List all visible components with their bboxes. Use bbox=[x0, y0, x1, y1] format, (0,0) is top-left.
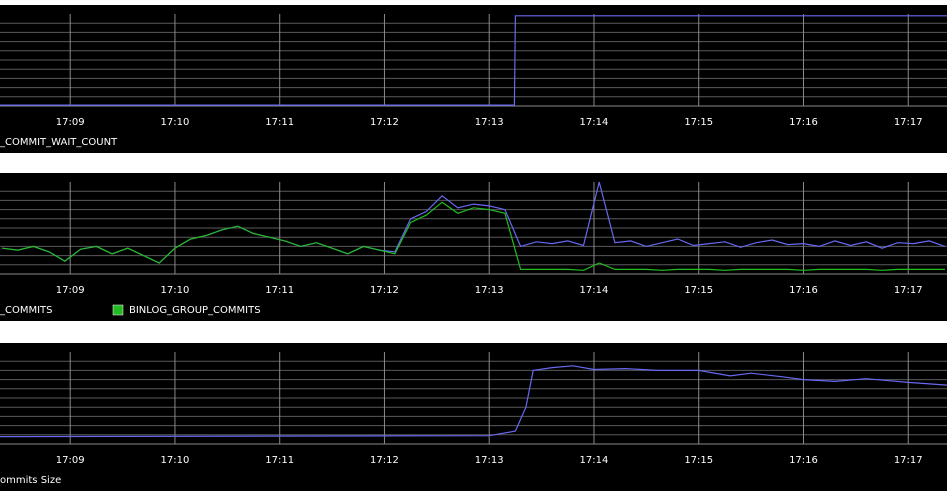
x-tick-label: 17:17 bbox=[894, 117, 923, 128]
x-tick-label: 17:15 bbox=[684, 285, 713, 296]
x-tick-label: 17:17 bbox=[894, 285, 923, 296]
x-tick-label: 17:09 bbox=[56, 455, 85, 466]
x-tick-label: 17:11 bbox=[265, 117, 294, 128]
panel: 17:09 17:10 17:11 17:12 17:13 17:14 17:15 17:16… bbox=[0, 5, 947, 153]
panel-background bbox=[0, 343, 947, 491]
legend-marker bbox=[112, 304, 124, 316]
series-line bbox=[0, 15, 947, 106]
x-tick-label: 17:10 bbox=[161, 455, 190, 466]
x-tick-label: 17:14 bbox=[580, 117, 609, 128]
x-tick-label: 17:13 bbox=[475, 455, 504, 466]
x-tick-label: 17:12 bbox=[370, 285, 399, 296]
x-tick-label: 17:15 bbox=[684, 455, 713, 466]
x-tick-label: 17:15 bbox=[684, 117, 713, 128]
x-tick-label: 17:11 bbox=[265, 455, 294, 466]
panel-background bbox=[0, 173, 947, 321]
x-tick-label: 17:12 bbox=[370, 455, 399, 466]
x-tick-label: 17:14 bbox=[580, 455, 609, 466]
legend-label: _COMMIT_WAIT_COUNT bbox=[0, 137, 118, 148]
x-tick-label: 17:09 bbox=[56, 117, 85, 128]
panel-background bbox=[0, 5, 947, 153]
series-line bbox=[0, 365, 947, 438]
x-tick-label: 17:10 bbox=[161, 285, 190, 296]
x-tick-label: 17:10 bbox=[161, 117, 190, 128]
legend-label: BINLOG_GROUP_COMMITS bbox=[129, 305, 261, 316]
x-tick-label: 17:17 bbox=[894, 455, 923, 466]
x-tick-label: 17:16 bbox=[789, 455, 818, 466]
x-tick-label: 17:11 bbox=[265, 285, 294, 296]
x-tick-label: 17:16 bbox=[789, 117, 818, 128]
legend-label: ommits Size bbox=[0, 475, 61, 486]
x-tick-label: 17:09 bbox=[56, 285, 85, 296]
x-tick-label: 17:14 bbox=[580, 285, 609, 296]
x-tick-label: 17:12 bbox=[370, 117, 399, 128]
panel: 17:09 17:10 17:11 17:12 17:13 17:14 17:15 17:16… bbox=[0, 343, 947, 491]
x-tick-label: 17:13 bbox=[475, 117, 504, 128]
series-line bbox=[2, 201, 945, 271]
x-tick-label: 17:16 bbox=[789, 285, 818, 296]
legend-label: _COMMITS bbox=[0, 305, 53, 316]
x-tick-label: 17:13 bbox=[475, 285, 504, 296]
panel: 17:09 17:10 17:11 17:12 17:13 17:14 17:15 17:16… bbox=[0, 173, 947, 321]
